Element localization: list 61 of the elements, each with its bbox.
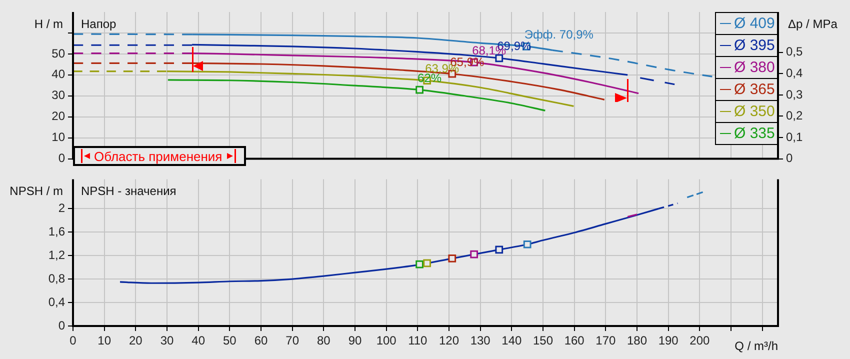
label-box: Область применения bbox=[73, 146, 246, 166]
y2-tick-label: 0,1 bbox=[786, 130, 804, 144]
x-tick-label: 90 bbox=[348, 334, 362, 348]
x-tick-label: 110 bbox=[408, 334, 428, 348]
x-tick-label: 130 bbox=[470, 334, 491, 348]
y-tick-label: 50 bbox=[52, 46, 66, 60]
x-tick-label: 0 bbox=[70, 334, 77, 348]
x-tick-label: 150 bbox=[532, 334, 554, 348]
point bbox=[470, 250, 478, 258]
legend-label: Ø 380 bbox=[734, 59, 775, 76]
y2-tick-label: 0,2 bbox=[786, 108, 804, 123]
point bbox=[416, 260, 424, 268]
y-tick-label: 10 bbox=[52, 130, 66, 144]
x-tick-label: 10 bbox=[98, 334, 112, 348]
x-tick-label: 140 bbox=[502, 334, 522, 348]
legend-label: Ø 350 bbox=[734, 103, 775, 120]
x-tick-label: 70 bbox=[286, 334, 300, 348]
x-tick-label: 100 bbox=[376, 334, 397, 348]
point bbox=[495, 246, 504, 254]
x-tick-label: 180 bbox=[626, 334, 648, 348]
chart-title: Напор bbox=[81, 17, 117, 31]
legend-label: Ø 395 bbox=[734, 37, 775, 54]
y-tick-label: 30 bbox=[52, 88, 66, 102]
y2-axis-title: Δp / MPa bbox=[788, 17, 838, 31]
point bbox=[416, 86, 424, 94]
x-tick-label: 170 bbox=[596, 334, 616, 348]
y-tick-label: 0 bbox=[58, 318, 66, 332]
y2-tick-label: 0 bbox=[786, 151, 793, 166]
y-tick-label: 2 bbox=[58, 200, 66, 215]
x-axis-title: Q / m³/h bbox=[734, 339, 778, 353]
legend-label: Ø 335 bbox=[734, 125, 775, 142]
y-tick-label: 1,6 bbox=[48, 224, 66, 238]
x-tick-label: 50 bbox=[222, 334, 237, 348]
legend-label: Ø 409 bbox=[734, 15, 775, 32]
y-axis-title: H / m bbox=[34, 17, 63, 31]
y2-tick-label: 0,4 bbox=[786, 66, 804, 80]
y2-tick-label: 0,3 bbox=[786, 87, 804, 102]
x-tick-label: 80 bbox=[316, 334, 331, 348]
x-tick-label: 200 bbox=[690, 334, 710, 348]
point bbox=[523, 240, 532, 248]
y-tick-label: 0,8 bbox=[48, 271, 66, 286]
annotation: Область применения bbox=[94, 148, 222, 164]
y-axis-title: NPSH / m bbox=[10, 184, 63, 198]
y-tick-label: 0 bbox=[58, 151, 66, 166]
text: NPSH - значения bbox=[81, 184, 176, 198]
y-tick-label: 20 bbox=[52, 109, 66, 124]
x-tick-label: 60 bbox=[254, 334, 268, 348]
y2-tick-label: 0,5 bbox=[786, 44, 804, 59]
y-tick-label: 0,4 bbox=[48, 294, 66, 309]
legend-label: Ø 365 bbox=[734, 81, 775, 98]
x-tick-label: 30 bbox=[160, 334, 174, 348]
annotation: Эфф. 70,9% bbox=[524, 27, 594, 42]
x-tick-label: 120 bbox=[438, 334, 460, 348]
y-tick-label: 1,2 bbox=[48, 248, 66, 262]
x-tick-label: 40 bbox=[192, 334, 206, 348]
x-tick-label: 190 bbox=[658, 334, 679, 348]
point bbox=[448, 254, 456, 262]
x-tick-label: 160 bbox=[564, 334, 585, 348]
y-tick-label: 40 bbox=[52, 67, 66, 82]
x-tick-label: 20 bbox=[128, 334, 143, 348]
point bbox=[423, 259, 431, 268]
